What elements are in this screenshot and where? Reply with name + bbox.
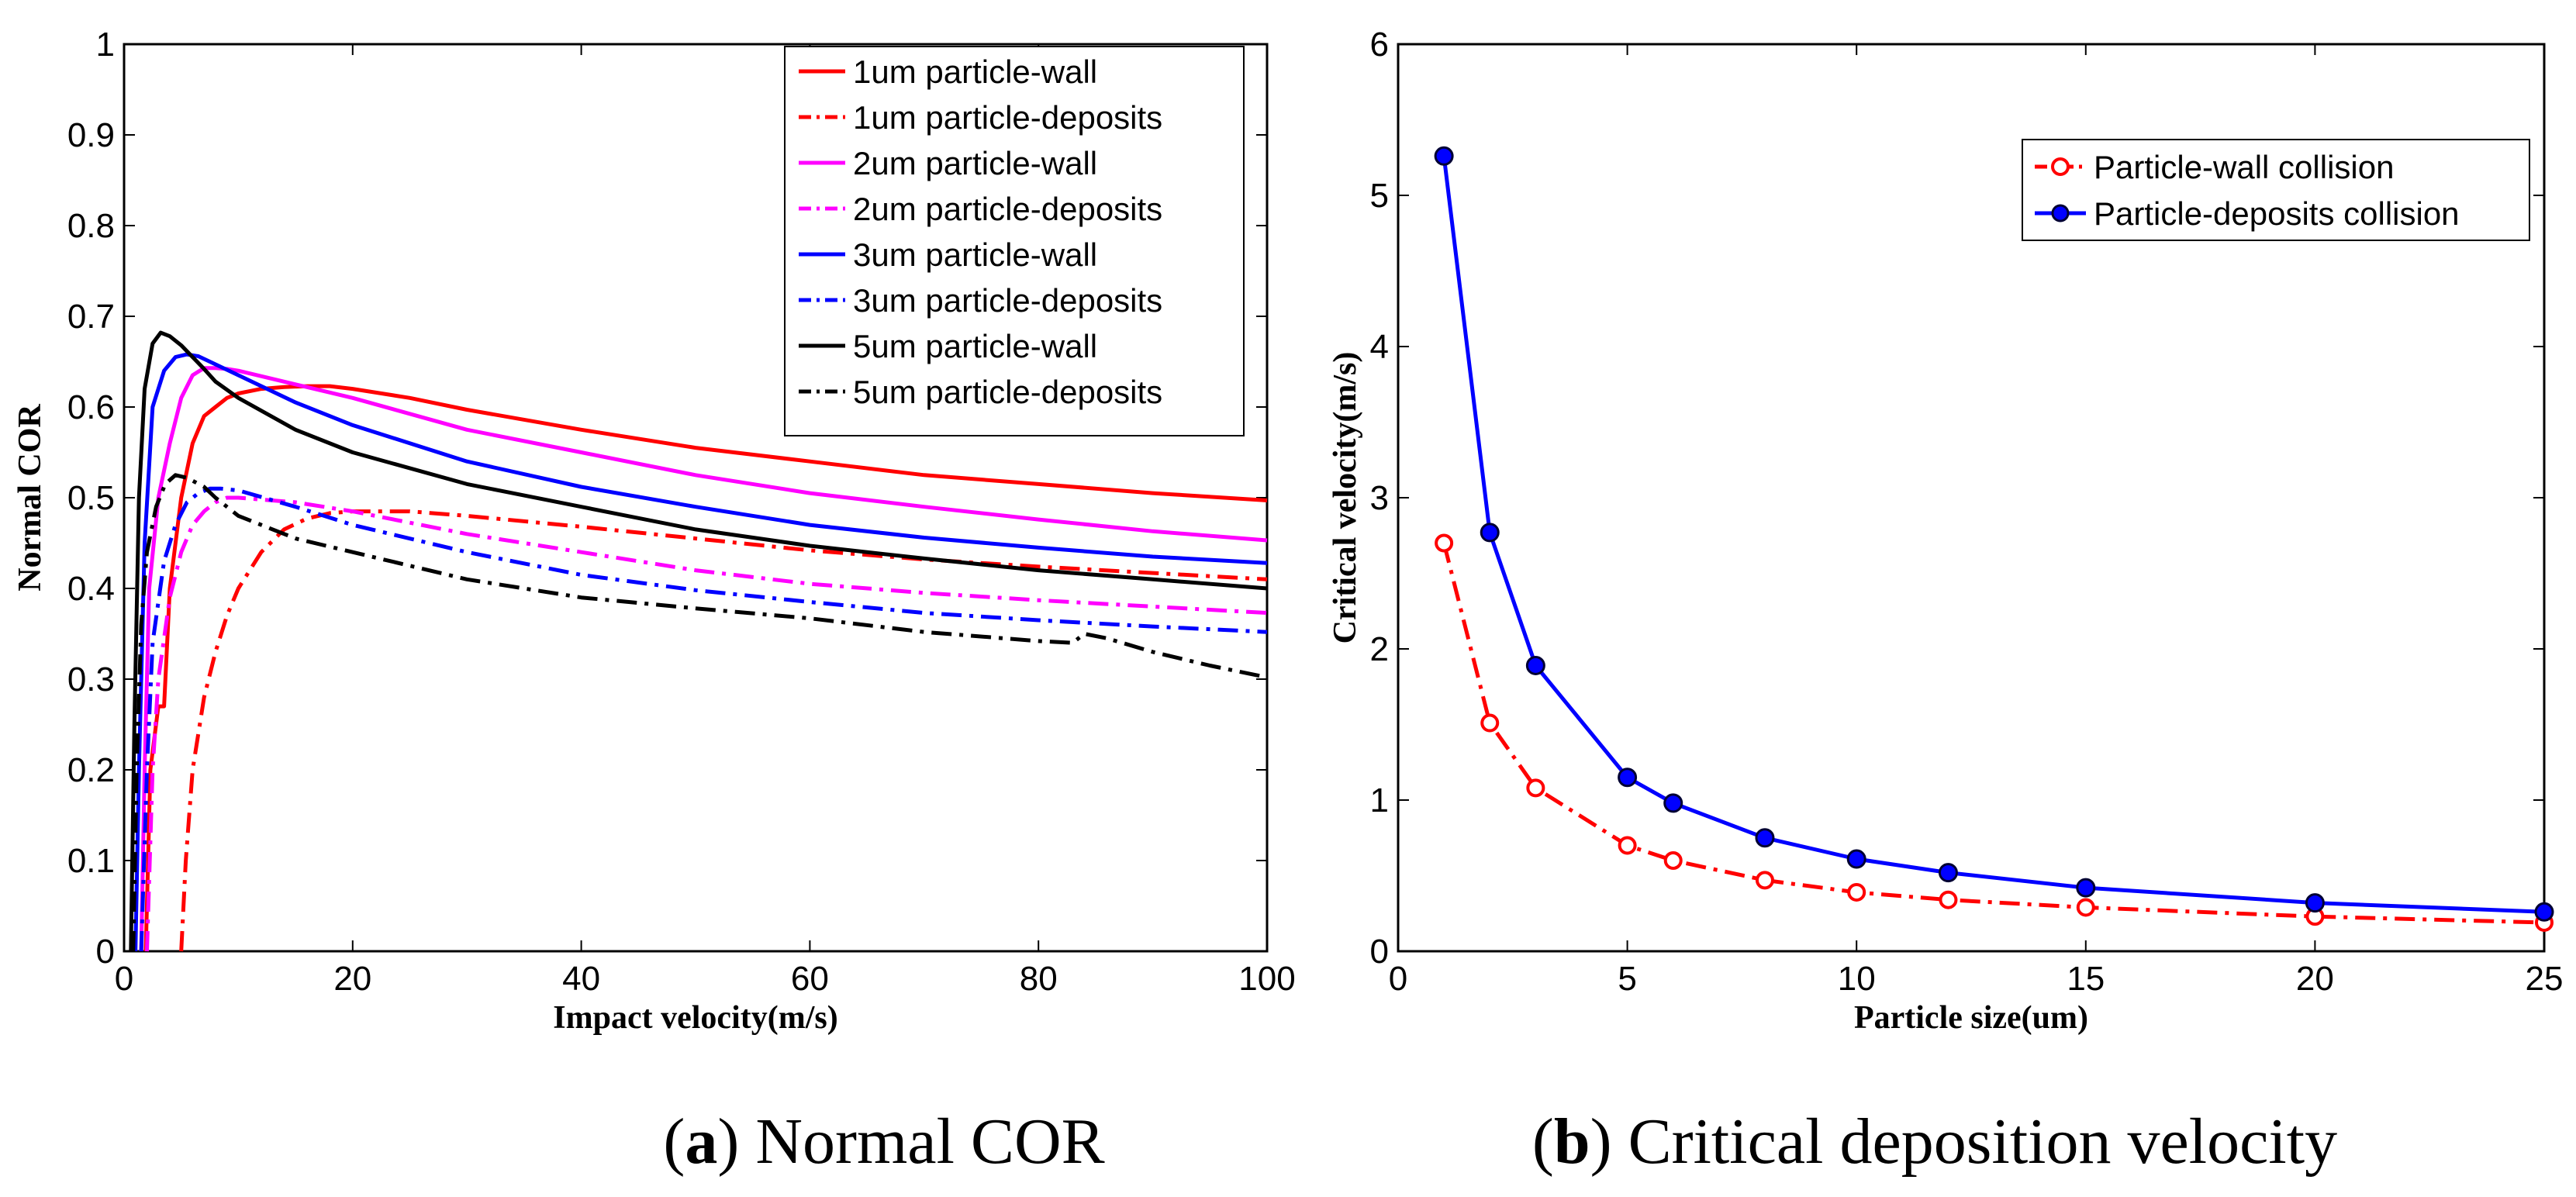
y-tick-label: 3: [1370, 479, 1389, 517]
y-tick-label: 5: [1370, 177, 1389, 215]
x-tick-label: 25: [2526, 960, 2564, 998]
x-tick-label: 60: [791, 960, 829, 998]
y-tick-label: 0.6: [67, 388, 115, 426]
x-tick-label: 15: [2067, 960, 2105, 998]
caption-a-letter: a: [685, 1106, 717, 1178]
legend-label: Particle-deposits collision: [2094, 195, 2460, 232]
data-point: [2534, 902, 2554, 922]
y-tick-label: 0.4: [67, 570, 115, 608]
data-point: [1755, 828, 1775, 848]
legend-label: 5um particle-deposits: [853, 374, 1162, 410]
caption-a: (a) Normal COR: [663, 1106, 1104, 1178]
series-line-5um-particle-deposits: [131, 473, 1268, 952]
series-line-5um-particle-wall: [129, 330, 1268, 952]
data-point: [2076, 898, 2095, 917]
x-tick-label: 40: [562, 960, 600, 998]
y-tick-label: 0.8: [67, 207, 115, 245]
y-tick-label: 0: [1370, 933, 1389, 971]
data-point: [2076, 878, 2096, 898]
x-axis-label-b: Particle size(um): [1854, 1000, 2088, 1036]
y-tick-label: 4: [1370, 328, 1389, 366]
legend-box-a: [784, 46, 1245, 436]
data-point: [1663, 793, 1683, 813]
data-point: [1480, 523, 1500, 543]
y-axis-label-b: Critical velocity(m/s): [1328, 352, 1363, 644]
data-point: [1618, 836, 1637, 855]
series-line-1um-particle-wall: [143, 384, 1268, 952]
legend-label: Particle-wall collision: [2094, 149, 2394, 185]
series-line-3um-particle-wall: [133, 352, 1268, 952]
data-point: [1525, 655, 1545, 675]
y-tick-label: 0.2: [67, 751, 115, 789]
series-group-a: [129, 330, 1268, 952]
x-tick-label: 80: [1020, 960, 1058, 998]
y-tick-label: 6: [1370, 26, 1389, 64]
y-tick-label: 0: [96, 933, 115, 971]
legend-a: 1um particle-wall 1um particle-deposits 2u…: [784, 46, 1245, 436]
data-point: [1847, 882, 1866, 902]
data-point: [1938, 863, 1958, 883]
caption-b-text: Critical deposition velocity: [1628, 1106, 2337, 1178]
series-line-2um-particle-wall: [139, 366, 1268, 952]
series-line-3um-particle-deposits: [139, 486, 1268, 952]
y-tick-label: 1: [96, 26, 115, 64]
caption-a-text: Normal COR: [755, 1106, 1104, 1178]
x-tick-label: 20: [333, 960, 371, 998]
x-axis-label-a: Impact velocity(m/s): [553, 1000, 837, 1036]
y-axis-label-a: Normal COR: [12, 404, 48, 592]
data-point: [2305, 893, 2325, 913]
legend-b: Particle-wall collision Particle-deposits…: [2022, 139, 2530, 241]
axis-ticks-a: 0 20 40 60 80 100 0 0.1 0.2 0.3 0.4 0.5 0.6 0.7 0.8 0.9…: [67, 26, 1296, 998]
panel-b-critical-velocity: 0 5 10 15 20 25 0 1 2 3 4 5 6 Particle size(um) Crit…: [1328, 26, 2563, 1036]
data-point: [1663, 851, 1683, 870]
data-point: [1435, 533, 1454, 553]
x-tick-label: 5: [1618, 960, 1636, 998]
caption-b: (b) Critical deposition velocity: [1532, 1106, 2337, 1178]
legend-marker: [2051, 204, 2070, 222]
legend-marker: [2051, 157, 2070, 176]
x-tick-label: 100: [1238, 960, 1295, 998]
y-tick-label: 0.9: [67, 116, 115, 154]
data-point: [1846, 849, 1866, 869]
legend-label: 3um particle-deposits: [853, 282, 1162, 319]
series-line-2um-particle-deposits: [145, 495, 1268, 952]
y-tick-label: 0.5: [67, 479, 115, 517]
legend-label: 2um particle-wall: [853, 145, 1097, 181]
series-line-1um-particle-deposits: [179, 509, 1268, 952]
y-tick-label: 0.3: [67, 661, 115, 699]
legend-label: 3um particle-wall: [853, 236, 1097, 273]
legend-label: 1um particle-deposits: [853, 99, 1162, 136]
data-point: [1755, 871, 1774, 890]
x-tick-label: 10: [1838, 960, 1876, 998]
data-point: [1480, 713, 1500, 733]
data-point: [1526, 778, 1545, 798]
series-group-b: [1434, 146, 2554, 932]
y-tick-label: 0.7: [67, 298, 115, 336]
caption-b-letter: b: [1554, 1106, 1590, 1178]
y-tick-label: 1: [1370, 781, 1389, 819]
x-tick-label: 0: [115, 960, 133, 998]
data-point: [1434, 146, 1454, 166]
legend-box-b: [2022, 139, 2530, 241]
x-tick-label: 20: [2296, 960, 2334, 998]
axis-ticks-b: 0 5 10 15 20 25 0 1 2 3 4 5 6: [1370, 26, 2564, 998]
y-tick-label: 2: [1370, 630, 1389, 668]
legend-label: 1um particle-wall: [853, 53, 1097, 90]
legend-label: 5um particle-wall: [853, 328, 1097, 364]
data-point: [1939, 890, 1958, 909]
data-point: [1618, 768, 1638, 788]
y-tick-label: 0.1: [67, 842, 115, 880]
x-tick-label: 0: [1389, 960, 1407, 998]
legend-label: 2um particle-deposits: [853, 191, 1162, 227]
